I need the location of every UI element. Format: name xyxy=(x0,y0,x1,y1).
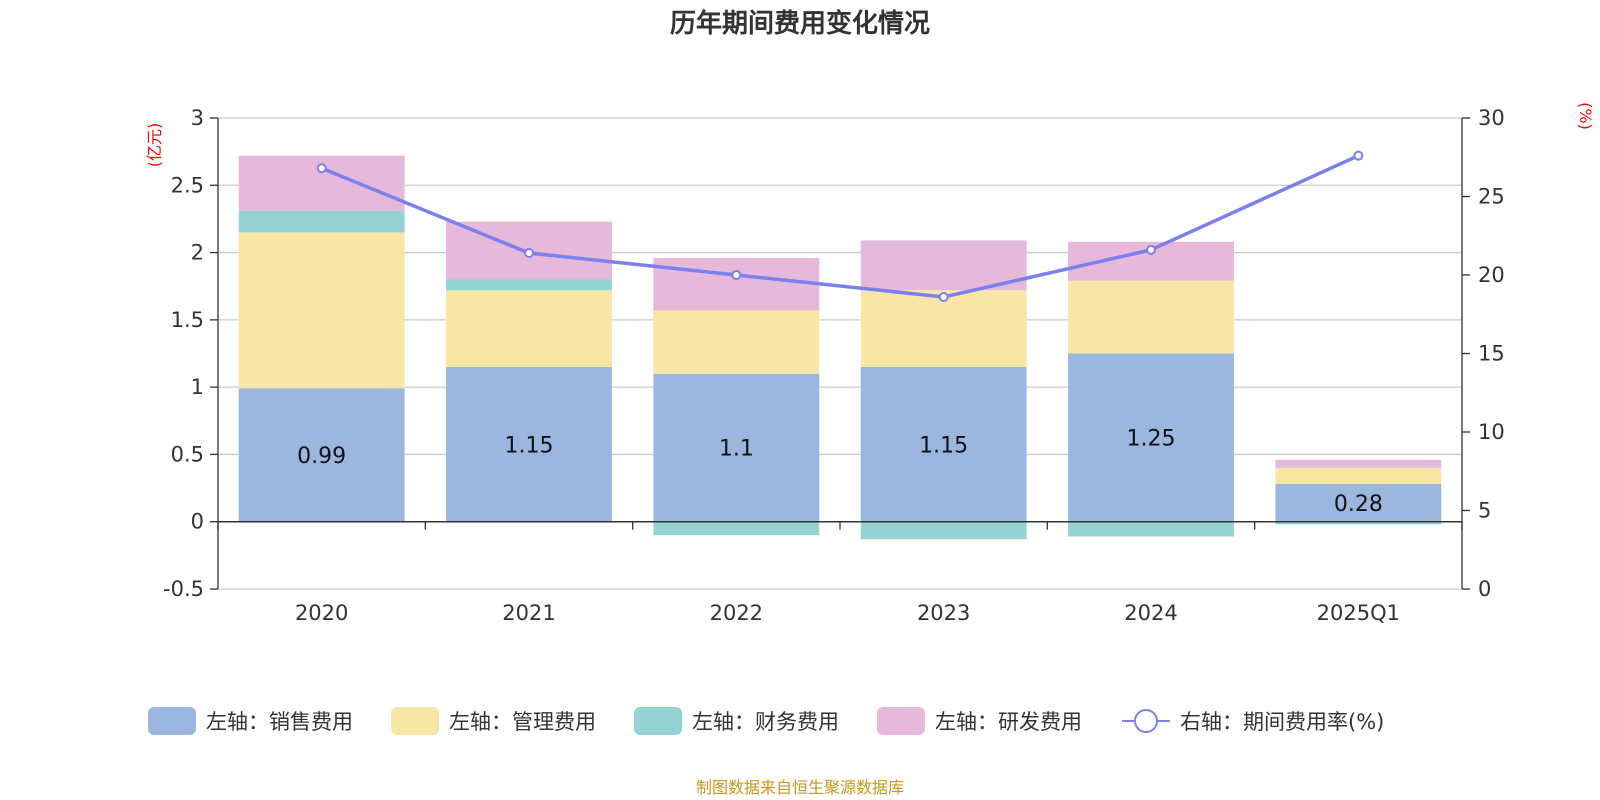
left-tick-label: 1.5 xyxy=(171,308,204,332)
right-tick-label: 0 xyxy=(1478,577,1491,601)
legend: 左轴：销售费用 左轴：管理费用 左轴：财务费用 左轴：研发费用 右轴：期间费用率(%) xyxy=(148,707,1384,735)
bar-value-label: 1.25 xyxy=(1127,427,1176,452)
right-tick-label: 30 xyxy=(1478,106,1505,130)
legend-label: 左轴：管理费用 xyxy=(449,710,596,734)
right-tick-label: 10 xyxy=(1478,420,1505,444)
right-tick-label: 5 xyxy=(1478,499,1491,523)
left-tick-label: 2.5 xyxy=(171,173,204,197)
bar-segment xyxy=(238,210,405,233)
legend-marker xyxy=(1134,709,1158,733)
bar-segment xyxy=(653,257,820,311)
category-label: 2023 xyxy=(917,601,970,625)
bar-segment xyxy=(1275,484,1442,522)
category-label: 2025Q1 xyxy=(1317,601,1400,625)
bar-segment xyxy=(238,388,405,522)
data-labels: 0.99 1.15 1.1 1.15 1.25 0.28 xyxy=(297,427,1383,517)
legend-swatch xyxy=(391,707,439,735)
bar-segment xyxy=(1275,459,1442,468)
category-label: 2020 xyxy=(295,601,348,625)
rate-point xyxy=(731,270,742,280)
bar-value-label: 0.28 xyxy=(1334,492,1383,517)
bar-segment xyxy=(653,373,820,522)
legend-swatch xyxy=(634,707,682,735)
left-tick-label: 0 xyxy=(191,510,204,534)
left-tick-label: 0.5 xyxy=(171,442,204,466)
right-tick-label: 25 xyxy=(1478,185,1505,209)
bar-segment xyxy=(860,290,1027,367)
bar-segment xyxy=(1068,521,1234,537)
left-tick-label: -0.5 xyxy=(163,577,204,601)
bar-segment xyxy=(860,366,1027,522)
bar-value-label: 0.99 xyxy=(297,444,346,469)
rate-point xyxy=(524,248,534,259)
bar-value-label: 1.15 xyxy=(919,433,968,458)
bar-segment xyxy=(653,521,820,536)
right-tick-label: 20 xyxy=(1478,263,1505,287)
legend-swatch xyxy=(877,707,925,735)
left-axis-unit: (亿元) xyxy=(145,123,164,168)
right-tick-label: 15 xyxy=(1478,342,1505,366)
left-tick-label: 3 xyxy=(191,106,204,130)
bar-value-label: 1.15 xyxy=(505,433,554,458)
bar-segment xyxy=(1068,280,1234,354)
rate-line-series xyxy=(316,150,1364,302)
bar-segment xyxy=(446,290,612,367)
rate-point xyxy=(1146,244,1156,255)
left-tick-label: 1 xyxy=(191,375,204,399)
bar-segment xyxy=(1275,521,1442,525)
bar-segment xyxy=(238,232,405,389)
chart-title: 历年期间费用变化情况 xyxy=(670,8,930,39)
rate-line xyxy=(321,154,1360,299)
legend-label: 左轴：销售费用 xyxy=(206,710,353,734)
rate-point xyxy=(316,163,327,174)
rate-point xyxy=(938,291,949,302)
bar-segment xyxy=(860,521,1027,540)
left-tick-label: 2 xyxy=(191,241,204,265)
bar-segment xyxy=(1068,353,1234,522)
legend-swatch xyxy=(148,707,196,735)
category-label: 2022 xyxy=(710,601,763,625)
legend-label: 左轴：财务费用 xyxy=(692,710,839,734)
data-source-note: 制图数据来自恒生聚源数据库 xyxy=(696,778,904,797)
right-axis-unit: (%) xyxy=(1576,102,1595,130)
legend-label: 右轴：期间费用率(%) xyxy=(1180,710,1384,734)
bar-segment xyxy=(860,240,1027,291)
bar-series xyxy=(238,155,1442,540)
bar-segment xyxy=(1275,467,1442,485)
bar-segment xyxy=(446,279,612,291)
category-label: 2024 xyxy=(1124,601,1177,625)
category-label: 2021 xyxy=(502,601,555,625)
bar-segment xyxy=(653,310,820,374)
grid-lines xyxy=(218,117,1462,590)
legend-label: 左轴：研发费用 xyxy=(935,710,1082,734)
rate-point xyxy=(1353,150,1364,161)
bar-segment xyxy=(446,366,612,522)
bar-value-label: 1.1 xyxy=(719,437,754,462)
